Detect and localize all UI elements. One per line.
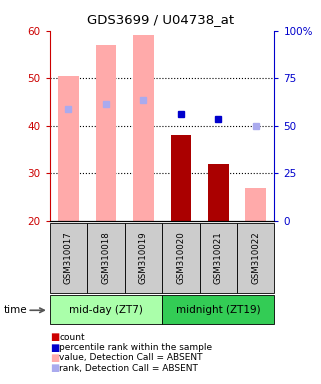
Text: GDS3699 / U04738_at: GDS3699 / U04738_at [87, 13, 234, 26]
Bar [50, 223, 87, 293]
Bar [87, 223, 125, 293]
Bar [237, 223, 274, 293]
Text: time: time [3, 305, 27, 315]
Text: ■: ■ [50, 343, 59, 353]
Bar [133, 35, 154, 221]
Bar [170, 135, 191, 221]
Text: rank, Detection Call = ABSENT: rank, Detection Call = ABSENT [59, 364, 198, 373]
Text: GSM310020: GSM310020 [176, 232, 185, 284]
Bar [200, 223, 237, 293]
Text: ■: ■ [50, 332, 59, 342]
Text: count: count [59, 333, 85, 342]
Text: ■: ■ [50, 363, 59, 373]
Text: GSM310019: GSM310019 [139, 232, 148, 284]
Text: percentile rank within the sample: percentile rank within the sample [59, 343, 213, 352]
Text: ■: ■ [50, 353, 59, 363]
Bar [58, 76, 79, 221]
Bar [50, 295, 162, 324]
Bar [162, 223, 200, 293]
Text: GSM310018: GSM310018 [101, 232, 110, 284]
Text: GSM310021: GSM310021 [214, 232, 223, 284]
Bar [125, 223, 162, 293]
Text: value, Detection Call = ABSENT: value, Detection Call = ABSENT [59, 353, 203, 362]
Bar [96, 45, 116, 221]
Bar [162, 295, 274, 324]
Text: GSM310022: GSM310022 [251, 232, 260, 284]
Text: midnight (ZT19): midnight (ZT19) [176, 305, 261, 314]
Bar [208, 164, 229, 221]
Text: GSM310017: GSM310017 [64, 232, 73, 284]
Text: mid-day (ZT7): mid-day (ZT7) [69, 305, 143, 314]
Bar [246, 187, 266, 221]
